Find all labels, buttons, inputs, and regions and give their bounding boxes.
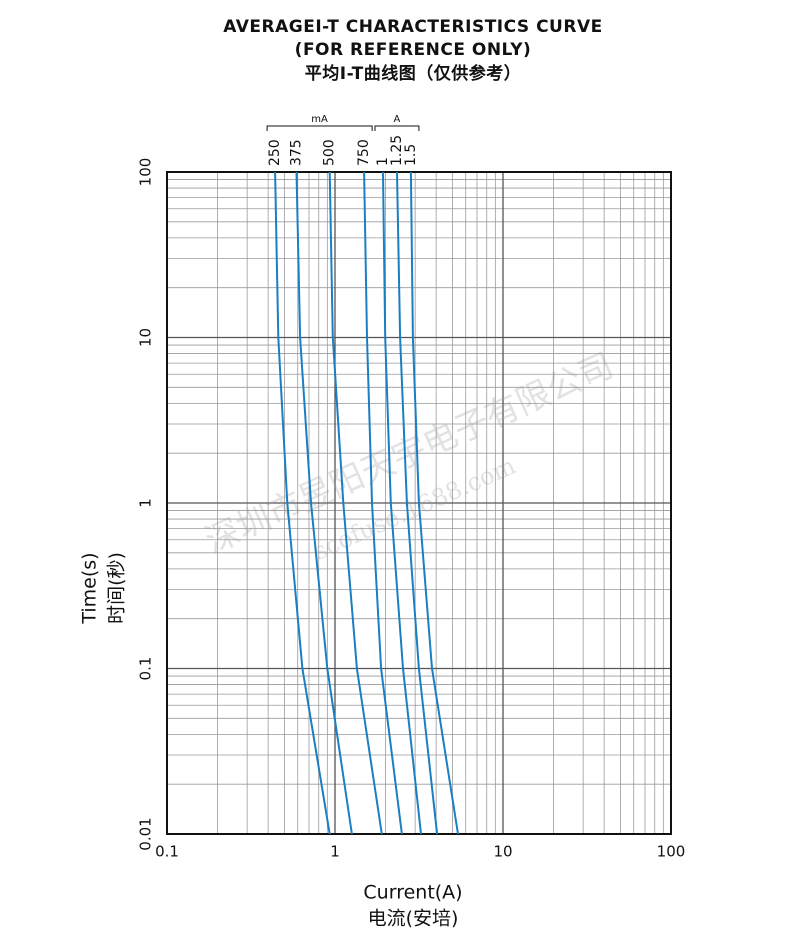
y-tick-label: 100 <box>137 158 155 187</box>
curve <box>295 171 353 835</box>
series-label: 250 <box>267 139 283 166</box>
y-tick-label: 0.1 <box>137 657 155 681</box>
plot-frame <box>166 171 672 835</box>
curve <box>274 171 331 835</box>
series-label: 500 <box>322 139 338 166</box>
x-tick-label: 10 <box>493 843 512 861</box>
curve <box>409 171 459 835</box>
group-bracket <box>266 125 373 131</box>
group-label: mA <box>311 114 328 125</box>
x-axis-label: Current(A) <box>363 882 462 904</box>
y-axis-label-cn: 时间(秒) <box>106 552 128 624</box>
y-tick-label: 0.01 <box>137 817 155 850</box>
y-tick-label: 1 <box>137 498 155 508</box>
chart-subtitle-cn: 平均I-T曲线图（仅供参考） <box>305 63 521 84</box>
group-bracket <box>374 125 420 131</box>
x-tick-label: 1 <box>330 843 340 861</box>
x-tick-label: 0.1 <box>155 843 179 861</box>
chart-subtitle: (FOR REFERENCE ONLY) <box>295 40 532 60</box>
x-axis-label-cn: 电流(安培) <box>368 908 459 930</box>
curve <box>363 171 403 835</box>
series-label: 1.5 <box>403 144 419 166</box>
chart-title: AVERAGEI-T CHARACTERISTICS CURVE <box>223 17 602 37</box>
series-label: 750 <box>356 139 372 166</box>
series-label: 1 <box>375 157 391 166</box>
series-label: 1.25 <box>389 135 405 166</box>
curve <box>328 171 383 835</box>
x-tick-label: 100 <box>657 843 686 861</box>
curve <box>382 171 422 835</box>
y-axis-label: Time(s) <box>79 552 101 624</box>
y-tick-label: 10 <box>137 328 155 347</box>
series-label: 375 <box>289 139 305 166</box>
curve <box>396 171 439 835</box>
group-label: A <box>394 114 401 125</box>
